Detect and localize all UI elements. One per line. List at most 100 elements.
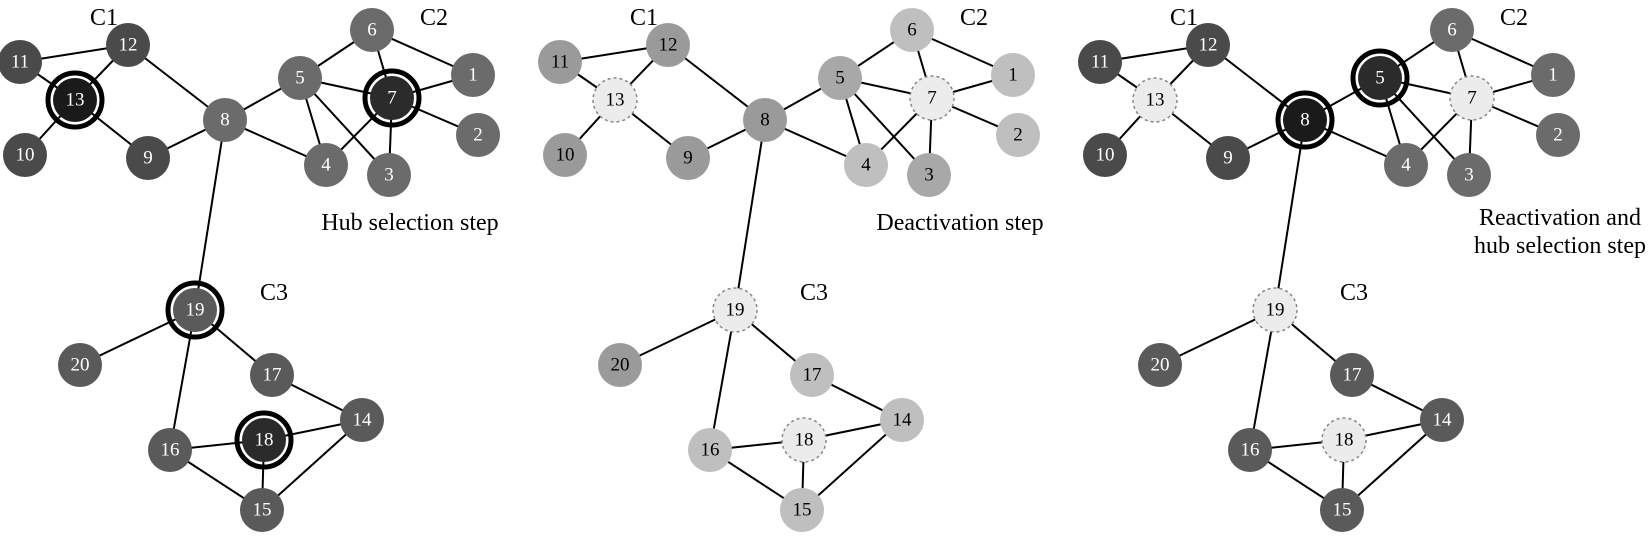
node-label-8: 8: [760, 110, 770, 131]
node-8: 8: [743, 98, 787, 142]
node-17: 17: [250, 353, 294, 397]
node-16: 16: [1228, 428, 1272, 472]
node-1: 1: [991, 53, 1035, 97]
node-label-10: 10: [556, 145, 575, 166]
node-4: 4: [1384, 143, 1428, 187]
node-18: 18: [1322, 418, 1366, 462]
node-label-4: 4: [1401, 155, 1411, 176]
node-17: 17: [1330, 353, 1374, 397]
node-label-14: 14: [1433, 410, 1453, 431]
node-18: 18: [782, 418, 826, 462]
node-label-1: 1: [1548, 65, 1558, 86]
node-8: 8: [1278, 93, 1332, 147]
node-label-8: 8: [1300, 110, 1310, 131]
nodes-layer: 1234567891011121314151617181920: [538, 8, 1040, 532]
node-11: 11: [538, 40, 582, 84]
node-label-2: 2: [473, 125, 483, 146]
node-1: 1: [1531, 53, 1575, 97]
nodes-layer: 1234567891011121314151617181920: [0, 8, 500, 532]
node-label-16: 16: [1241, 440, 1260, 461]
cluster-label-C1: C1: [1170, 5, 1198, 31]
caption-deactivation: Deactivation step: [876, 210, 1043, 236]
node-2: 2: [456, 113, 500, 157]
node-label-9: 9: [683, 148, 693, 169]
node-15: 15: [1320, 488, 1364, 532]
nodes-layer: 1234567891011121314151617181920: [1078, 8, 1580, 532]
diagram-container: 1234567891011121314151617181920C1C2C3Hub…: [0, 0, 1649, 539]
node-11: 11: [1078, 40, 1122, 84]
node-10: 10: [3, 133, 47, 177]
node-20: 20: [598, 343, 642, 387]
node-label-12: 12: [119, 35, 138, 56]
node-4: 4: [844, 143, 888, 187]
node-label-17: 17: [803, 365, 822, 386]
node-label-2: 2: [1553, 125, 1563, 146]
node-label-5: 5: [295, 68, 305, 89]
node-label-5: 5: [835, 68, 845, 89]
cluster-label-C2: C2: [420, 5, 448, 31]
node-label-13: 13: [66, 90, 85, 111]
cluster-label-C2: C2: [1500, 5, 1528, 31]
node-label-7: 7: [387, 88, 397, 109]
node-20: 20: [1138, 343, 1182, 387]
node-label-9: 9: [143, 148, 153, 169]
node-label-20: 20: [71, 355, 90, 376]
node-label-9: 9: [1223, 148, 1233, 169]
node-6: 6: [1430, 8, 1474, 52]
node-label-15: 15: [793, 500, 812, 521]
node-label-5: 5: [1375, 68, 1385, 89]
node-label-10: 10: [1096, 145, 1115, 166]
node-label-10: 10: [16, 145, 35, 166]
node-label-13: 13: [1146, 90, 1165, 111]
node-label-19: 19: [1266, 300, 1285, 321]
node-7: 7: [365, 71, 419, 125]
node-label-3: 3: [1464, 165, 1474, 186]
node-13: 13: [593, 78, 637, 122]
node-16: 16: [688, 428, 732, 472]
node-3: 3: [367, 153, 411, 197]
node-19: 19: [713, 288, 757, 332]
node-label-17: 17: [1343, 365, 1362, 386]
node-19: 19: [168, 283, 222, 337]
cluster-label-C2: C2: [960, 5, 988, 31]
node-label-20: 20: [611, 355, 630, 376]
panel-hub_selection: 1234567891011121314151617181920C1C2C3Hub…: [0, 5, 500, 532]
node-label-8: 8: [220, 110, 230, 131]
node-label-11: 11: [1091, 52, 1109, 73]
node-11: 11: [0, 40, 42, 84]
node-label-6: 6: [367, 20, 377, 41]
cluster-label-C1: C1: [630, 5, 658, 31]
panel-reactivation: 1234567891011121314151617181920C1C2C3Rea…: [1078, 5, 1646, 532]
node-label-1: 1: [1008, 65, 1018, 86]
node-14: 14: [1420, 398, 1464, 442]
node-2: 2: [996, 113, 1040, 157]
node-label-15: 15: [253, 500, 272, 521]
node-label-4: 4: [321, 155, 331, 176]
node-label-16: 16: [701, 440, 720, 461]
node-5: 5: [818, 56, 862, 100]
node-7: 7: [910, 76, 954, 120]
node-label-18: 18: [1335, 430, 1354, 451]
node-label-12: 12: [659, 35, 678, 56]
node-label-16: 16: [161, 440, 180, 461]
node-20: 20: [58, 343, 102, 387]
node-label-11: 11: [11, 52, 29, 73]
node-6: 6: [890, 8, 934, 52]
node-label-11: 11: [551, 52, 569, 73]
node-label-18: 18: [795, 430, 814, 451]
node-7: 7: [1450, 76, 1494, 120]
node-label-3: 3: [924, 165, 934, 186]
caption-reactivation: Reactivation andhub selection step: [1474, 205, 1646, 259]
node-13: 13: [1133, 78, 1177, 122]
node-label-13: 13: [606, 90, 625, 111]
node-label-14: 14: [893, 410, 913, 431]
node-3: 3: [907, 153, 951, 197]
node-10: 10: [1083, 133, 1127, 177]
node-15: 15: [780, 488, 824, 532]
node-label-1: 1: [468, 65, 478, 86]
node-label-4: 4: [861, 155, 871, 176]
node-9: 9: [1206, 136, 1250, 180]
cluster-label-C3: C3: [800, 280, 828, 306]
cluster-label-C1: C1: [90, 5, 118, 31]
panel-deactivation: 1234567891011121314151617181920C1C2C3Dea…: [538, 5, 1044, 532]
